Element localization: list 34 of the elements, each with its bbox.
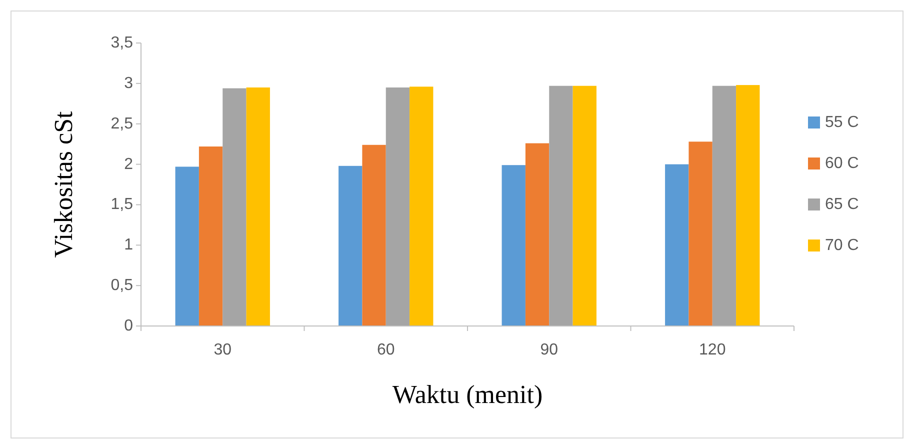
- bar: [712, 86, 736, 326]
- x-tick-label: 120: [699, 342, 726, 358]
- bar: [572, 86, 596, 326]
- bar: [175, 166, 199, 326]
- legend-label: 60 C: [825, 155, 859, 172]
- x-tick-label: 30: [214, 342, 232, 358]
- bar: [688, 142, 712, 326]
- bar: [246, 87, 270, 326]
- x-tick-label: 60: [376, 342, 395, 358]
- y-tick-label: 3,5: [110, 34, 134, 52]
- y-tick-label: 1: [124, 236, 134, 254]
- legend-label: 55 C: [825, 114, 859, 131]
- y-axis-title: Viskositas cSt: [49, 110, 78, 258]
- bar: [736, 85, 760, 326]
- legend-label: 70 C: [825, 237, 859, 254]
- bar: [362, 144, 386, 326]
- y-tick-label: 2,5: [110, 115, 134, 132]
- bar: [502, 165, 526, 326]
- bar: [410, 86, 434, 326]
- y-tick-label: 1,5: [110, 196, 134, 214]
- bar: [222, 88, 246, 326]
- x-tick-label: 90: [540, 342, 558, 358]
- y-tick-label: 3: [124, 74, 134, 92]
- bar: [338, 166, 362, 326]
- y-tick-label: 0,5: [110, 277, 134, 294]
- bar: [665, 164, 689, 326]
- bar: [386, 87, 410, 326]
- bar: [549, 86, 573, 326]
- y-tick-label: 2: [124, 156, 134, 173]
- bar: [525, 143, 550, 326]
- x-axis-title: Waktu (menit): [392, 380, 543, 409]
- bar: [198, 146, 223, 326]
- legend-label: 65 C: [825, 196, 859, 213]
- y-tick-label: 0: [124, 318, 134, 334]
